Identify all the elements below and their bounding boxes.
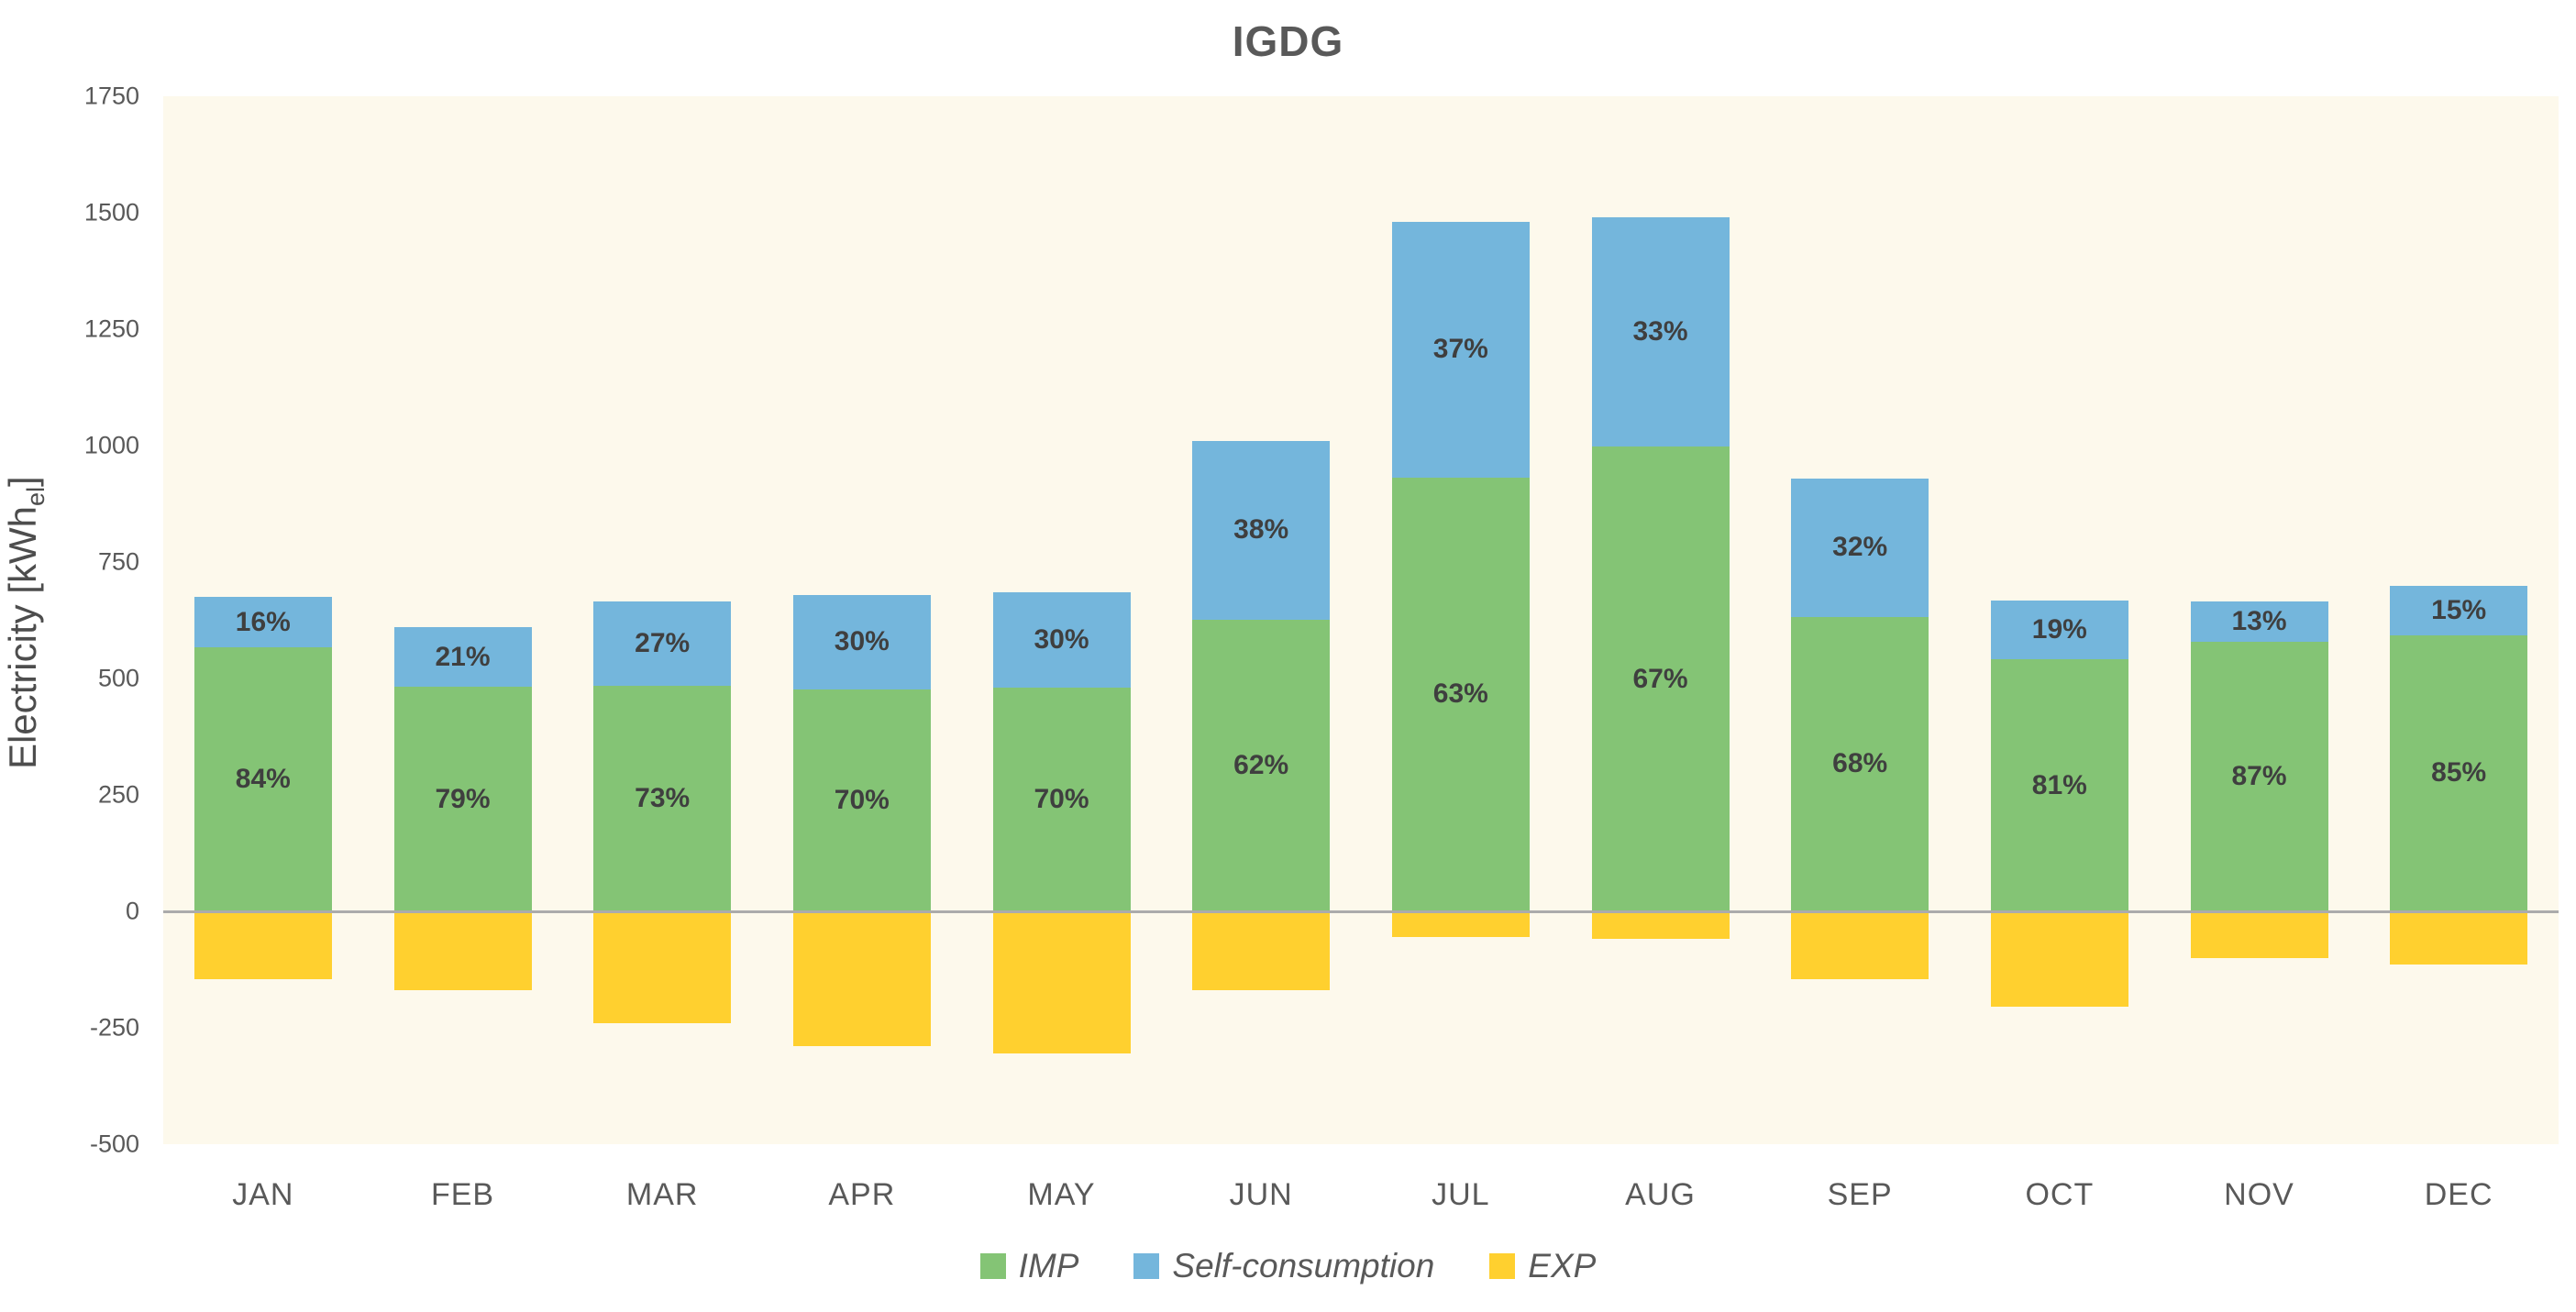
bar-segment-imp xyxy=(2390,634,2528,911)
bar-segment-exp xyxy=(1391,911,1530,937)
legend-swatch-icon xyxy=(1489,1253,1516,1279)
y-axis-title-text: Electricity [kWh xyxy=(0,506,44,770)
y-tick-label: 1250 xyxy=(83,314,139,343)
x-axis-label-aug: AUG xyxy=(1625,1177,1696,1212)
segment-percentage-label: 30% xyxy=(1034,624,1089,656)
legend-item-self-consumption: Self-consumption xyxy=(1133,1247,1434,1285)
y-tick-label: -250 xyxy=(89,1013,139,1042)
bar-segment-self-consumption xyxy=(193,597,332,647)
y-tick-label: 0 xyxy=(125,897,139,925)
segment-percentage-label: 38% xyxy=(1233,514,1289,546)
y-tick-label: 1500 xyxy=(83,198,139,226)
y-tick-label: 500 xyxy=(97,664,139,692)
bar-segment-exp xyxy=(2190,911,2328,958)
segment-percentage-label: 81% xyxy=(2031,769,2087,800)
bar-segment-exp xyxy=(992,911,1131,1053)
bar-segment-imp xyxy=(593,685,732,911)
bar-segment-imp xyxy=(1192,619,1331,911)
segment-percentage-label: 19% xyxy=(2031,613,2087,645)
zero-axis-line xyxy=(163,910,2559,913)
bar-segment-exp xyxy=(1192,911,1331,991)
bar-segment-exp xyxy=(593,911,732,1023)
bar-segment-imp xyxy=(193,646,332,911)
segment-percentage-label: 84% xyxy=(235,763,291,794)
segment-percentage-label: 68% xyxy=(1832,748,1888,779)
segment-percentage-label: 87% xyxy=(2231,760,2287,791)
bar-segment-imp xyxy=(1990,659,2128,911)
segment-percentage-label: 79% xyxy=(435,783,491,814)
bar-segment-imp xyxy=(1791,616,1929,911)
x-axis-label-feb: FEB xyxy=(430,1177,495,1212)
bar-segment-exp xyxy=(792,911,931,1047)
segment-percentage-label: 27% xyxy=(635,627,691,658)
segment-percentage-label: 32% xyxy=(1832,532,1888,563)
y-tick-label: -500 xyxy=(89,1130,139,1158)
plot-area xyxy=(163,96,2559,1144)
segment-percentage-label: 70% xyxy=(1034,784,1089,815)
chart-title: IGDG xyxy=(1232,17,1344,65)
y-axis-title-close: ] xyxy=(0,476,44,488)
segment-percentage-label: 21% xyxy=(435,641,491,672)
segment-percentage-label: 15% xyxy=(2431,595,2487,626)
segment-percentage-label: 73% xyxy=(635,782,691,813)
legend-label: Self-consumption xyxy=(1172,1247,1435,1284)
x-axis-label-dec: DEC xyxy=(2424,1177,2493,1212)
legend-item-imp: IMP xyxy=(979,1247,1079,1285)
bar-segment-self-consumption xyxy=(1990,600,2128,660)
bar-segment-exp xyxy=(1990,911,2128,1008)
segment-percentage-label: 30% xyxy=(834,626,890,657)
x-axis-label-sep: SEP xyxy=(1827,1177,1893,1212)
bar-segment-self-consumption xyxy=(1791,478,1929,617)
y-tick-label: 250 xyxy=(97,780,139,809)
legend: IMP Self-consumption EXP xyxy=(0,1247,2576,1285)
segment-percentage-label: 16% xyxy=(235,606,291,637)
y-tick-label: 1750 xyxy=(83,82,139,110)
bar-segment-exp xyxy=(393,911,532,991)
bar-segment-imp xyxy=(792,689,931,911)
x-axis-label-nov: NOV xyxy=(2224,1177,2294,1212)
x-axis-label-jan: JAN xyxy=(232,1177,294,1212)
bar-segment-imp xyxy=(1391,477,1530,911)
bar-segment-exp xyxy=(1791,911,1929,979)
bar-segment-imp xyxy=(1591,447,1730,911)
segment-percentage-label: 70% xyxy=(834,785,890,816)
x-axis-label-apr: APR xyxy=(828,1177,896,1212)
bar-segment-exp xyxy=(2390,911,2528,965)
segment-percentage-label: 33% xyxy=(1632,316,1688,347)
x-axis-label-may: MAY xyxy=(1027,1177,1096,1212)
bar-segment-self-consumption xyxy=(1192,440,1331,620)
bar-segment-self-consumption xyxy=(393,627,532,688)
bar-segment-imp xyxy=(393,687,532,911)
bar-segment-self-consumption xyxy=(2190,601,2328,642)
legend-swatch-icon xyxy=(979,1253,1006,1279)
x-axis-label-jun: JUN xyxy=(1229,1177,1293,1212)
bar-segment-imp xyxy=(2190,641,2328,911)
segment-percentage-label: 67% xyxy=(1632,663,1688,694)
bar-segment-self-consumption xyxy=(2390,586,2528,635)
bar-segment-exp xyxy=(1591,911,1730,940)
legend-label: IMP xyxy=(1018,1247,1079,1284)
x-axis-label-jul: JUL xyxy=(1432,1177,1490,1212)
x-axis-label-oct: OCT xyxy=(2025,1177,2095,1212)
legend-item-exp: EXP xyxy=(1489,1247,1596,1285)
bar-segment-self-consumption xyxy=(1391,222,1530,478)
segment-percentage-label: 85% xyxy=(2431,757,2487,788)
legend-swatch-icon xyxy=(1133,1253,1160,1279)
segment-percentage-label: 13% xyxy=(2231,606,2287,637)
bar-segment-self-consumption xyxy=(1591,217,1730,447)
bar-segment-exp xyxy=(193,911,332,979)
segment-percentage-label: 62% xyxy=(1233,749,1289,780)
segment-percentage-label: 63% xyxy=(1432,678,1488,710)
y-axis-title-subscript: el xyxy=(22,487,50,507)
y-tick-label: 1000 xyxy=(83,431,139,459)
bar-segment-self-consumption xyxy=(992,592,1131,689)
bar-segment-self-consumption xyxy=(792,594,931,690)
x-axis-label-mar: MAR xyxy=(625,1177,699,1212)
segment-percentage-label: 37% xyxy=(1432,334,1488,365)
legend-label: EXP xyxy=(1528,1247,1597,1284)
y-tick-label: 750 xyxy=(97,547,139,576)
bar-segment-imp xyxy=(992,688,1131,911)
bar-segment-self-consumption xyxy=(593,601,732,686)
